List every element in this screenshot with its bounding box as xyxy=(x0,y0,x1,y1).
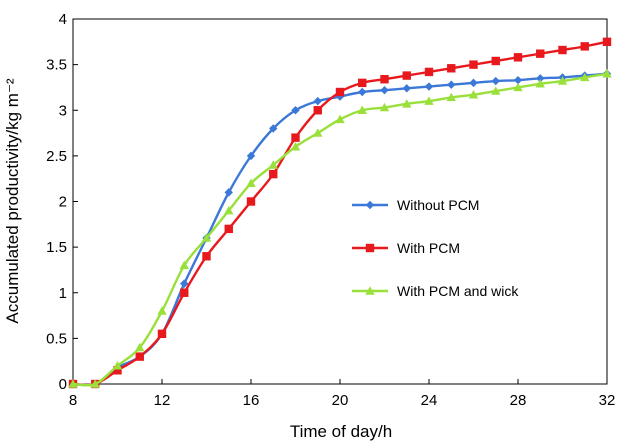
data-point-without-pcm xyxy=(491,76,500,86)
data-point-without-pcm xyxy=(180,279,189,288)
data-point-with-pcm-and-wick xyxy=(446,92,456,102)
data-point-with-pcm-and-wick xyxy=(201,233,212,242)
data-point-with-pcm-and-wick xyxy=(68,379,78,388)
data-point-with-pcm xyxy=(558,45,567,55)
data-point-without-pcm xyxy=(447,80,456,89)
legend-label: Without PCM xyxy=(397,197,479,213)
series-with-pcm-and-wick xyxy=(68,69,612,388)
data-point-with-pcm-and-wick xyxy=(602,69,612,78)
data-point-with-pcm-and-wick xyxy=(112,361,123,370)
series-with-pcm xyxy=(68,37,612,389)
data-point-without-pcm xyxy=(291,106,300,115)
x-tick-label: 12 xyxy=(154,392,171,409)
data-point-with-pcm-and-wick xyxy=(135,342,145,352)
data-point-with-pcm-and-wick xyxy=(157,306,167,315)
data-point-with-pcm-and-wick xyxy=(379,102,390,112)
y-tick-label: 1 xyxy=(59,285,67,302)
data-point-with-pcm-and-wick xyxy=(557,76,568,85)
data-point-with-pcm xyxy=(335,87,345,97)
data-point-with-pcm-and-wick xyxy=(335,114,345,124)
data-point-with-pcm-and-wick xyxy=(357,105,367,114)
data-point-with-pcm xyxy=(313,106,322,115)
y-tick-label: 3 xyxy=(59,102,67,119)
legend-item-with-pcm: With PCM xyxy=(352,240,460,256)
data-point-with-pcm xyxy=(358,78,367,88)
data-point-with-pcm xyxy=(135,352,144,361)
data-point-without-pcm xyxy=(469,78,478,88)
data-point-with-pcm-and-wick xyxy=(491,86,501,95)
data-point-with-pcm-and-wick xyxy=(290,142,301,151)
data-point-with-pcm-and-wick xyxy=(224,205,234,215)
legend-swatch-marker xyxy=(365,243,375,253)
x-tick-label: 28 xyxy=(510,392,527,409)
data-point-without-pcm xyxy=(536,74,545,83)
series-layer xyxy=(68,37,612,389)
y-tick-label: 1.5 xyxy=(46,239,67,256)
y-tick-label: 0 xyxy=(59,376,67,393)
x-tick-label: 20 xyxy=(332,392,349,409)
data-point-without-pcm xyxy=(380,85,389,95)
x-tick-label: 8 xyxy=(69,392,77,409)
data-point-without-pcm xyxy=(224,188,233,197)
data-point-with-pcm xyxy=(402,71,411,80)
x-axis-title: Time of day/h xyxy=(290,422,392,441)
data-point-with-pcm xyxy=(291,133,300,142)
x-tick-label: 16 xyxy=(243,392,260,409)
data-point-with-pcm-and-wick xyxy=(513,82,523,92)
x-tick-label: 32 xyxy=(599,392,616,409)
data-point-with-pcm xyxy=(246,197,256,206)
data-point-without-pcm xyxy=(269,124,278,133)
data-point-with-pcm xyxy=(447,64,456,73)
data-point-with-pcm-and-wick xyxy=(90,379,100,388)
data-point-without-pcm xyxy=(246,151,256,161)
data-point-with-pcm-and-wick xyxy=(468,90,479,99)
y-axis-title: Accumulated productivity/kg m⁻² xyxy=(3,78,22,324)
y-tick-label: 4 xyxy=(59,11,67,28)
data-point-with-pcm-and-wick xyxy=(246,178,256,187)
data-point-with-pcm xyxy=(269,169,278,179)
data-point-with-pcm xyxy=(602,37,612,47)
data-point-with-pcm-and-wick xyxy=(268,160,278,169)
legend-swatch-marker xyxy=(365,200,375,210)
y-tick-label: 3.5 xyxy=(46,57,67,74)
y-tick-label: 2 xyxy=(59,194,67,211)
x-tick-label: 24 xyxy=(421,392,438,409)
data-point-with-pcm xyxy=(469,60,478,69)
axes: 0 0.5 1 1.5 2 2.5 3 3.5 4 8 12 16 20 24 28 32 xyxy=(46,11,615,409)
data-point-without-pcm xyxy=(513,75,523,85)
data-point-without-pcm xyxy=(402,84,411,93)
data-point-without-pcm xyxy=(358,87,367,97)
data-point-with-pcm-and-wick xyxy=(179,260,189,270)
data-point-with-pcm xyxy=(580,42,589,51)
data-point-with-pcm xyxy=(380,75,389,84)
data-point-with-pcm xyxy=(202,252,211,261)
legend: Without PCM With PCM With PCM and wick xyxy=(352,197,519,299)
data-point-with-pcm-and-wick xyxy=(535,79,545,88)
data-point-with-pcm xyxy=(536,49,545,58)
data-point-without-pcm xyxy=(313,96,322,106)
data-point-with-pcm-and-wick xyxy=(402,99,412,108)
data-point-with-pcm xyxy=(491,56,500,66)
legend-label: With PCM and wick xyxy=(397,283,519,299)
data-point-with-pcm-and-wick xyxy=(424,96,434,105)
legend-item-without-pcm: Without PCM xyxy=(352,197,479,213)
data-point-with-pcm xyxy=(224,224,233,234)
data-point-with-pcm xyxy=(513,53,523,62)
data-point-with-pcm xyxy=(424,67,434,77)
data-point-without-pcm xyxy=(424,82,434,91)
data-point-with-pcm xyxy=(180,288,189,297)
legend-item-with-pcm-and-wick: With PCM and wick xyxy=(352,283,519,299)
data-point-with-pcm-and-wick xyxy=(313,128,323,137)
data-point-with-pcm-and-wick xyxy=(580,72,590,82)
y-tick-label: 2.5 xyxy=(46,148,67,165)
data-point-with-pcm xyxy=(157,329,167,339)
legend-swatch-marker xyxy=(365,286,375,295)
y-tick-label: 0.5 xyxy=(46,330,67,347)
data-point-with-pcm xyxy=(113,366,122,375)
legend-label: With PCM xyxy=(397,240,460,256)
